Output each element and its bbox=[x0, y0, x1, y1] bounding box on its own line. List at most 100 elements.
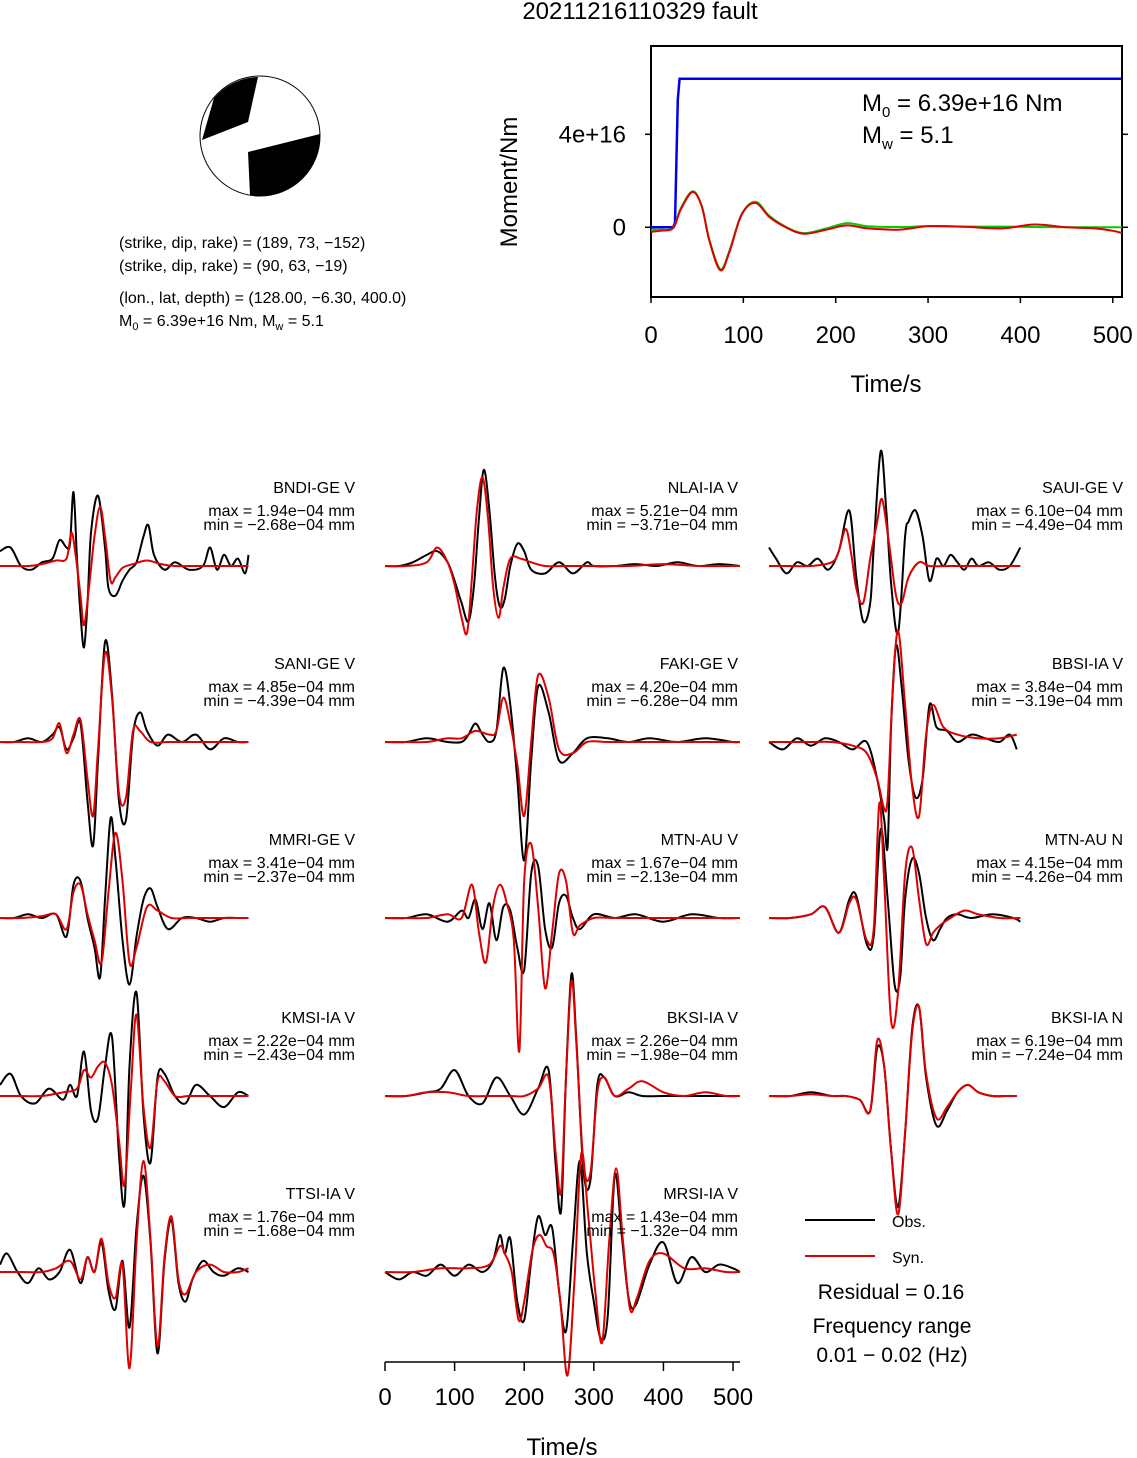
synthetic-trace bbox=[0, 1159, 249, 1370]
max-amplitude-label: max = 2.26e−04 mm bbox=[591, 1033, 738, 1050]
moment-x-tick-label: 400 bbox=[1000, 322, 1040, 349]
synthetic-trace bbox=[384, 1151, 741, 1377]
figure-title: 20211216110329 fault bbox=[522, 0, 758, 25]
observed-trace bbox=[0, 639, 249, 848]
frequency-range-title: Frequency range bbox=[813, 1315, 972, 1338]
moment-y-axis: 0 4e+16 bbox=[559, 121, 1128, 241]
moment-series bbox=[650, 77, 1123, 272]
synthetic-trace bbox=[768, 801, 1021, 1030]
waveform-x-tick-label: 0 bbox=[378, 1384, 391, 1411]
observed-trace bbox=[0, 490, 250, 649]
moment-x-tick-label: 500 bbox=[1093, 322, 1133, 349]
synthetic-trace bbox=[384, 476, 741, 636]
min-amplitude-label: min = −1.32e−04 mm bbox=[586, 1223, 738, 1240]
synthetic-trace bbox=[768, 497, 1021, 606]
station-label: NLAI-IA V bbox=[668, 480, 739, 497]
min-amplitude-label: min = −2.43e−04 mm bbox=[203, 1047, 355, 1064]
station-label: MTN-AU N bbox=[1045, 832, 1123, 849]
max-amplitude-label: max = 1.43e−04 mm bbox=[591, 1209, 738, 1226]
waveform-x-tick-label: 300 bbox=[574, 1384, 614, 1411]
min-amplitude-label: min = −2.37e−04 mm bbox=[203, 869, 355, 886]
synthetic-trace bbox=[385, 841, 740, 1053]
synthetic-trace bbox=[0, 650, 249, 818]
station-label: TTSI-IA V bbox=[286, 1186, 356, 1203]
moment-series-0 bbox=[651, 77, 1122, 229]
max-amplitude-label: max = 1.76e−04 mm bbox=[208, 1209, 355, 1226]
moment-y-tick-label: 0 bbox=[613, 214, 626, 241]
mechanism-plane2: (strike, dip, rake) = (90, 63, −19) bbox=[119, 258, 348, 275]
mechanism-moment: M0 = 6.39e+16 Nm, Mw = 5.1 bbox=[119, 313, 324, 333]
max-amplitude-label: max = 1.67e−04 mm bbox=[591, 855, 738, 872]
observed-trace bbox=[384, 666, 741, 862]
synthetic-trace bbox=[768, 1004, 1017, 1216]
max-amplitude-label: max = 5.21e−04 mm bbox=[591, 503, 738, 520]
moment-mw-annotation: Mw = 5.1 bbox=[862, 122, 954, 153]
waveform-x-tick-label: 400 bbox=[643, 1384, 683, 1411]
station-label: FAKI-GE V bbox=[660, 656, 739, 673]
waveform-x-axis-label: Time/s bbox=[526, 1434, 597, 1458]
synthetic-trace bbox=[0, 505, 249, 627]
min-amplitude-label: min = −4.26e−04 mm bbox=[971, 869, 1123, 886]
observed-trace bbox=[768, 827, 1021, 993]
min-amplitude-label: min = −7.24e−04 mm bbox=[971, 1047, 1123, 1064]
moment-x-tick-label: 0 bbox=[644, 322, 657, 349]
observed-trace bbox=[768, 643, 1018, 851]
max-amplitude-label: max = 3.41e−04 mm bbox=[208, 855, 355, 872]
min-amplitude-label: min = −4.49e−04 mm bbox=[971, 517, 1123, 534]
observed-trace bbox=[768, 449, 1022, 635]
station-label: BKSI-IA N bbox=[1051, 1010, 1123, 1027]
moment-x-axis: 0 100 200 300 400 500 bbox=[644, 297, 1133, 349]
min-amplitude-label: min = −4.39e−04 mm bbox=[203, 693, 355, 710]
residual-label: Residual = 0.16 bbox=[818, 1281, 965, 1304]
waveform-x-tick-label: 500 bbox=[713, 1384, 753, 1411]
moment-y-axis-label: Moment/Nm bbox=[496, 117, 523, 248]
observed-trace bbox=[384, 1159, 741, 1341]
max-amplitude-label: max = 4.15e−04 mm bbox=[976, 855, 1123, 872]
synthetic-trace bbox=[768, 629, 1018, 819]
observed-trace bbox=[0, 990, 249, 1208]
min-amplitude-label: min = −2.68e−04 mm bbox=[203, 517, 355, 534]
station-label: KMSI-IA V bbox=[281, 1010, 355, 1027]
mechanism-location: (lon., lat, depth) = (128.00, −6.30, 400… bbox=[119, 290, 406, 307]
moment-function-panel: 0 100 200 300 400 500 0 4e+16 Moment/Nm Time/s… bbox=[496, 45, 1133, 398]
station-label: BBSI-IA V bbox=[1052, 656, 1123, 673]
max-amplitude-label: max = 4.20e−04 mm bbox=[591, 679, 738, 696]
legend-syn-label: Syn. bbox=[892, 1250, 924, 1267]
station-label: MTN-AU V bbox=[661, 832, 739, 849]
synthetic-trace bbox=[0, 831, 249, 968]
max-amplitude-label: max = 1.94e−04 mm bbox=[208, 503, 355, 520]
waveform-x-tick-label: 100 bbox=[435, 1384, 475, 1411]
moment-x-tick-label: 200 bbox=[816, 322, 856, 349]
max-amplitude-label: max = 4.85e−04 mm bbox=[208, 679, 355, 696]
min-amplitude-label: min = −3.19e−04 mm bbox=[971, 693, 1123, 710]
max-amplitude-label: max = 6.19e−04 mm bbox=[976, 1033, 1123, 1050]
station-label: MRSI-IA V bbox=[663, 1186, 738, 1203]
focal-mechanism-beachball bbox=[199, 75, 321, 197]
min-amplitude-label: min = −2.13e−04 mm bbox=[586, 869, 738, 886]
max-amplitude-label: max = 3.84e−04 mm bbox=[976, 679, 1123, 696]
waveform-time-axis: 0 100 200 300 400 500 bbox=[378, 1361, 753, 1411]
max-amplitude-label: max = 2.22e−04 mm bbox=[208, 1033, 355, 1050]
moment-x-axis-label: Time/s bbox=[850, 371, 921, 398]
min-amplitude-label: min = −1.68e−04 mm bbox=[203, 1223, 355, 1240]
moment-series-2 bbox=[650, 191, 1123, 272]
station-label: BKSI-IA V bbox=[667, 1010, 738, 1027]
moment-x-tick-label: 100 bbox=[723, 322, 763, 349]
legend: Obs. Syn. Residual = 0.16 Frequency rang… bbox=[805, 1214, 971, 1367]
min-amplitude-label: min = −1.98e−04 mm bbox=[586, 1047, 738, 1064]
station-label: SANI-GE V bbox=[274, 656, 355, 673]
